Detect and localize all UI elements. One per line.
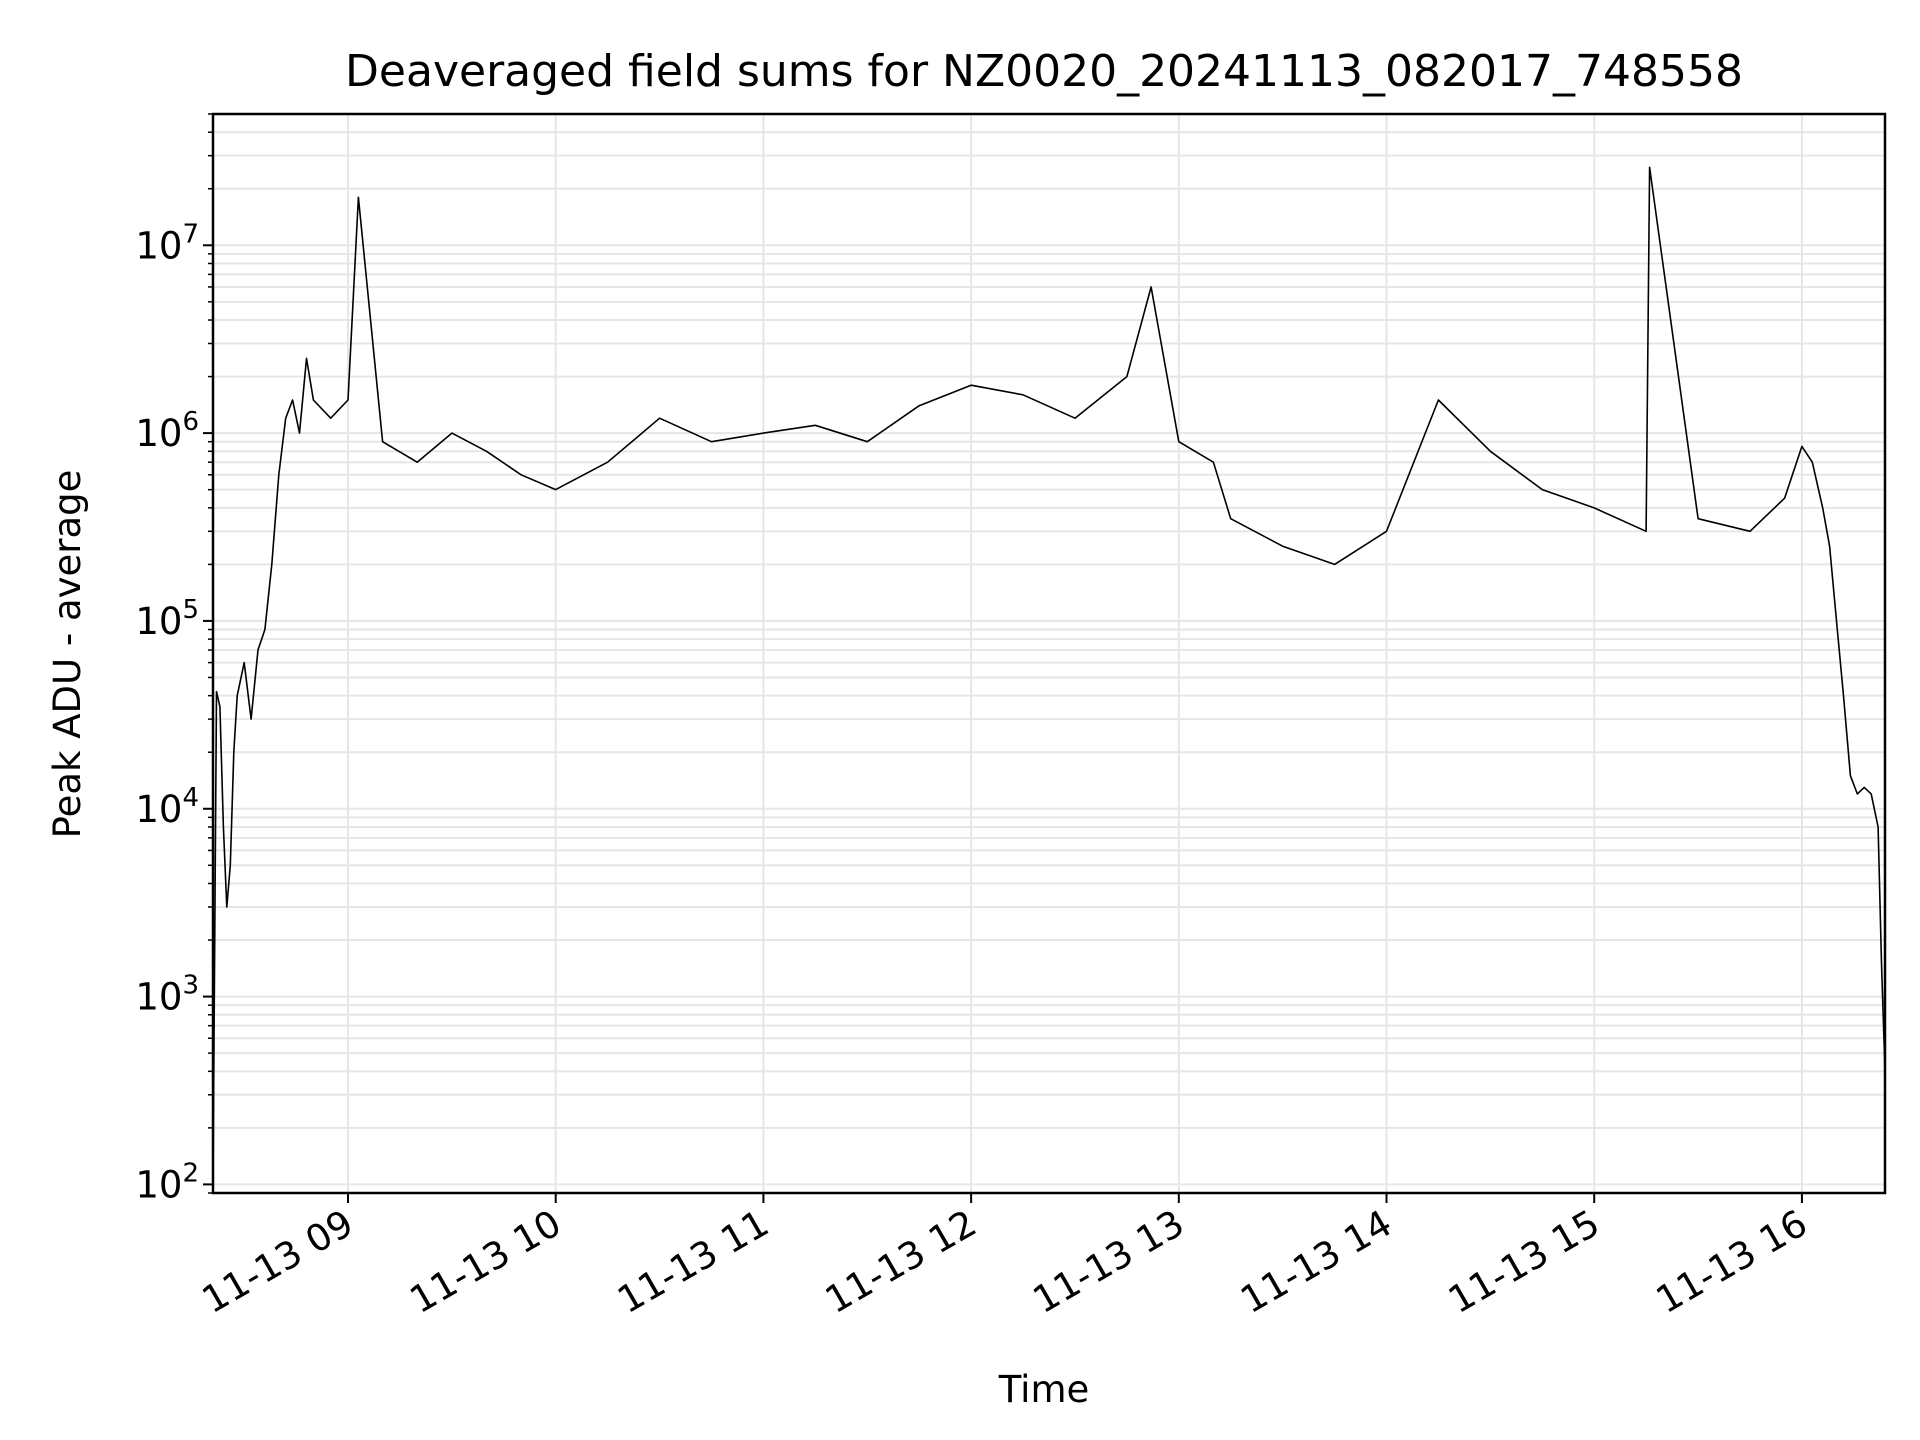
y-tick-label: 106 [135,407,199,455]
y-tick-label: 103 [135,971,199,1019]
series-line [212,166,1886,1185]
y-axis-label: Peak ADU - average [46,470,89,839]
grid-minor-lines [208,113,1885,1194]
y-tick-label: 102 [135,1158,199,1206]
grid-major-lines [213,114,1885,1193]
y-axis-ticks: 102 103 104 105 106 107 [135,219,213,1206]
x-axis-label: Time [998,1368,1090,1411]
plot-frame [211,112,1887,1195]
series-group [212,166,1886,1185]
chart-title: Deaveraged field sums for NZ0020_2024111… [345,46,1743,97]
y-tick-label: 107 [135,219,199,267]
y-tick-label: 105 [135,595,199,643]
y-tick-label: 104 [135,783,199,831]
